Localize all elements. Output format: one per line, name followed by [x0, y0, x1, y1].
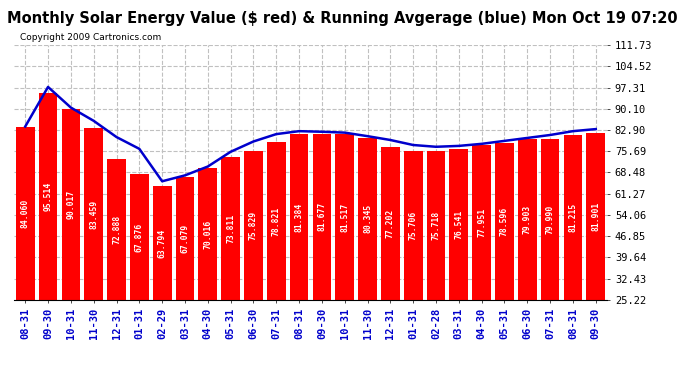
Text: 90.017: 90.017 — [66, 190, 75, 219]
Bar — [130, 174, 148, 300]
Bar — [564, 135, 582, 300]
Bar — [152, 186, 172, 300]
Bar — [244, 151, 263, 300]
Bar — [473, 145, 491, 300]
Bar — [267, 142, 286, 300]
Text: 83.459: 83.459 — [89, 200, 98, 229]
Text: 77.951: 77.951 — [477, 208, 486, 237]
Bar — [358, 138, 377, 300]
Bar — [221, 157, 240, 300]
Bar — [335, 134, 354, 300]
Bar — [449, 149, 469, 300]
Text: 67.876: 67.876 — [135, 222, 144, 252]
Bar — [84, 128, 103, 300]
Bar — [426, 151, 445, 300]
Bar — [518, 139, 537, 300]
Text: 75.718: 75.718 — [431, 211, 440, 240]
Text: 84.060: 84.060 — [21, 199, 30, 228]
Text: 79.903: 79.903 — [523, 205, 532, 234]
Text: 79.990: 79.990 — [546, 205, 555, 234]
Text: 70.016: 70.016 — [204, 219, 213, 249]
Text: 81.677: 81.677 — [317, 202, 326, 231]
Bar — [16, 126, 34, 300]
Text: Copyright 2009 Cartronics.com: Copyright 2009 Cartronics.com — [20, 33, 161, 42]
Bar — [313, 134, 331, 300]
Bar — [495, 142, 514, 300]
Text: 77.202: 77.202 — [386, 209, 395, 238]
Bar — [176, 177, 195, 300]
Text: 63.794: 63.794 — [157, 228, 167, 258]
Text: 76.541: 76.541 — [454, 210, 464, 239]
Bar — [107, 159, 126, 300]
Bar — [39, 93, 57, 300]
Text: 78.596: 78.596 — [500, 207, 509, 236]
Bar — [586, 133, 605, 300]
Bar — [381, 147, 400, 300]
Bar — [541, 138, 560, 300]
Bar — [404, 151, 422, 300]
Text: 95.514: 95.514 — [43, 182, 52, 211]
Text: 72.888: 72.888 — [112, 215, 121, 244]
Text: 73.811: 73.811 — [226, 214, 235, 243]
Text: 78.821: 78.821 — [272, 206, 281, 236]
Text: 81.901: 81.901 — [591, 202, 600, 231]
Text: 81.215: 81.215 — [569, 203, 578, 232]
Text: 75.829: 75.829 — [249, 211, 258, 240]
Bar — [199, 168, 217, 300]
Bar — [61, 109, 80, 300]
Text: 81.384: 81.384 — [295, 202, 304, 232]
Text: 81.517: 81.517 — [340, 202, 349, 232]
Bar — [290, 135, 308, 300]
Text: 67.079: 67.079 — [181, 224, 190, 253]
Text: 75.706: 75.706 — [408, 211, 417, 240]
Text: 80.345: 80.345 — [363, 204, 372, 233]
Text: Monthly Solar Energy Value ($ red) & Running Avgerage (blue) Mon Oct 19 07:20: Monthly Solar Energy Value ($ red) & Run… — [7, 11, 678, 26]
